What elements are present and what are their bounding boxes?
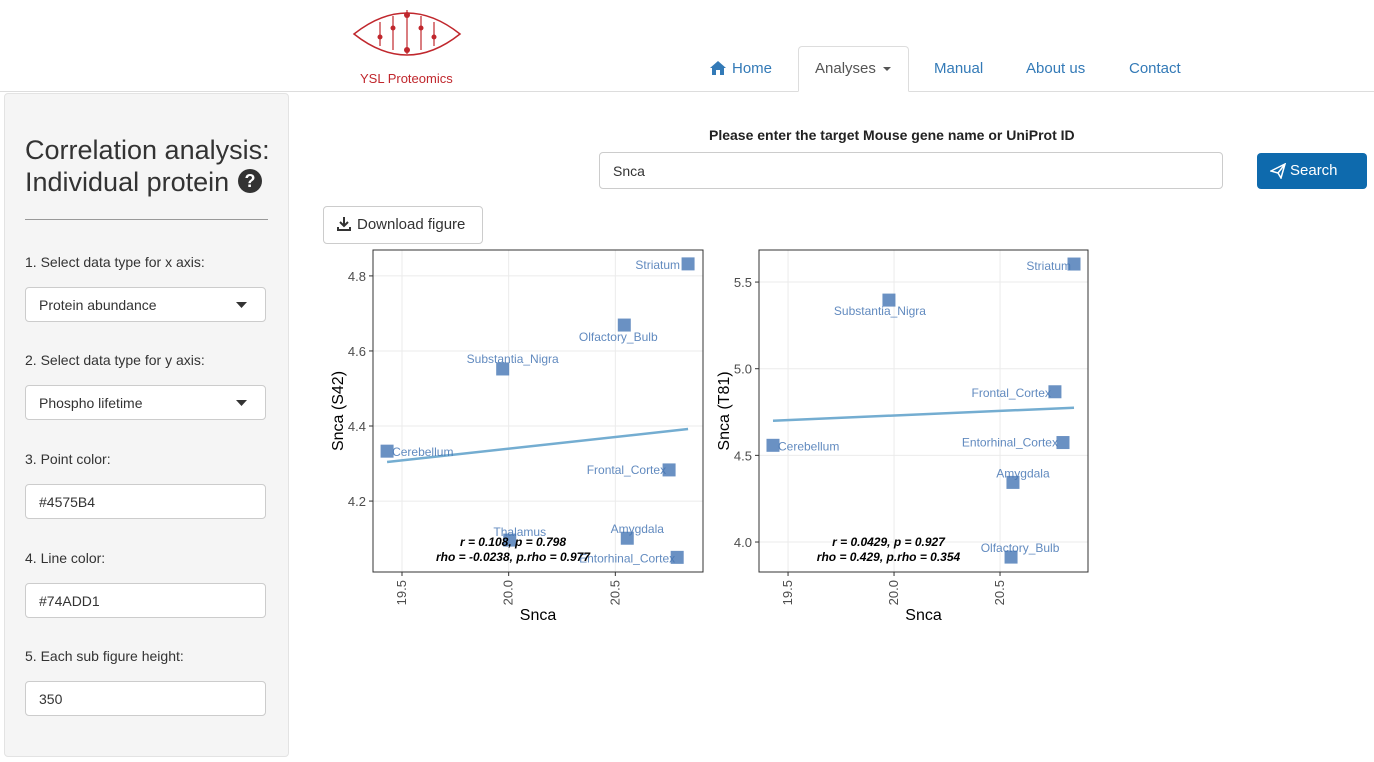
brand: YSL Proteomics bbox=[360, 71, 453, 86]
logo bbox=[352, 10, 462, 56]
y-axis-title: Snca (S42) bbox=[330, 371, 347, 451]
search-label: Please enter the target Mouse gene name … bbox=[709, 127, 1075, 143]
text-input[interactable]: 350 bbox=[25, 681, 266, 716]
panel-border bbox=[372, 249, 704, 573]
caret bbox=[236, 302, 247, 308]
point-label: Olfactory_Bulb bbox=[981, 541, 1060, 555]
point-label: Striatum bbox=[635, 258, 680, 272]
point bbox=[882, 293, 896, 307]
point bbox=[496, 362, 510, 376]
stat-annotation: rho = 0.429, p.rho = 0.354 bbox=[817, 550, 961, 564]
point-label: Substantia_Nigra bbox=[467, 352, 559, 366]
panel bbox=[759, 250, 1088, 572]
navbar: YSL Proteomics Home Analyses Manual Abou… bbox=[0, 0, 1374, 92]
y-tick-label: 4.8 bbox=[348, 269, 366, 284]
y-tick-label: 4.0 bbox=[734, 535, 752, 550]
point bbox=[1056, 436, 1070, 450]
nav-analyses[interactable]: Analyses bbox=[815, 60, 876, 77]
point bbox=[662, 463, 676, 477]
point-label: Thalamus bbox=[493, 525, 546, 539]
point-label: Cerebellum bbox=[392, 445, 453, 459]
point-label: Amygdala bbox=[996, 466, 1050, 480]
download-button[interactable]: Download figure bbox=[323, 206, 483, 244]
svg-text:?: ? bbox=[244, 171, 255, 191]
point-label: Amygdala bbox=[611, 522, 665, 536]
point bbox=[620, 531, 634, 545]
y-tick-label: 5.0 bbox=[734, 362, 752, 377]
nav-contact[interactable]: Contact bbox=[1129, 60, 1181, 77]
x-tick-label: 20.5 bbox=[607, 580, 622, 605]
title-line: Individual protein ? bbox=[25, 166, 270, 198]
nav-about[interactable]: About us bbox=[1026, 60, 1086, 77]
point bbox=[1067, 257, 1081, 271]
field-label: 1. Select data type for x axis: bbox=[25, 254, 205, 270]
y-tick-label: 4.5 bbox=[734, 448, 752, 463]
x-tick-label: 19.5 bbox=[780, 580, 795, 605]
help-icon[interactable]: ? bbox=[237, 168, 263, 194]
sidebar-title: Correlation analysis: Individual protein… bbox=[25, 134, 270, 198]
point bbox=[670, 550, 684, 564]
point-label: Entorhinal_Cortex bbox=[962, 436, 1058, 450]
field-label: 4. Line color: bbox=[25, 550, 106, 566]
active-tab bbox=[798, 46, 909, 92]
plots: 19.5 20.0 20.5 4.2 4.4 4.6 4.8 Striatum Olfactor… bbox=[330, 249, 1089, 624]
sidebar: Correlation analysis: Individual protein… bbox=[4, 93, 289, 757]
fit-line bbox=[772, 406, 1075, 422]
home-icon bbox=[710, 61, 726, 75]
point bbox=[1006, 475, 1020, 489]
download-icon bbox=[337, 217, 351, 231]
panel bbox=[373, 250, 703, 572]
select[interactable]: Protein abundance bbox=[25, 287, 266, 322]
send-icon bbox=[1270, 163, 1286, 179]
panel-border bbox=[758, 249, 1089, 573]
field-label: 3. Point color: bbox=[25, 451, 111, 467]
divider bbox=[25, 219, 268, 220]
point bbox=[1004, 550, 1018, 564]
title-line: Correlation analysis: bbox=[25, 135, 270, 165]
point-label: Cerebellum bbox=[778, 439, 839, 453]
caret bbox=[236, 400, 247, 406]
point-label: Olfactory_Bulb bbox=[579, 330, 658, 344]
y-axis-title: Snca (T81) bbox=[716, 371, 733, 450]
nav-manual[interactable]: Manual bbox=[934, 60, 984, 77]
point bbox=[681, 257, 695, 271]
title-text: Individual protein bbox=[25, 167, 230, 197]
field-label: 2. Select data type for y axis: bbox=[25, 352, 205, 368]
stat-annotation: r = 0.108, p = 0.798 bbox=[460, 535, 566, 549]
point bbox=[1048, 385, 1062, 399]
x-axis-title: Snca bbox=[905, 607, 942, 624]
point bbox=[617, 318, 631, 332]
search-button[interactable]: Search bbox=[1257, 153, 1367, 189]
stat-annotation: rho = -0.0238, p.rho = 0.977 bbox=[436, 550, 591, 564]
x-tick-label: 19.5 bbox=[394, 580, 409, 605]
search-input[interactable]: Snca bbox=[599, 152, 1223, 189]
fit-line bbox=[386, 427, 689, 464]
nav-home[interactable]: Home bbox=[732, 60, 773, 77]
y-tick-label: 4.4 bbox=[348, 419, 366, 434]
point-label: Frontal_Cortex bbox=[587, 463, 666, 477]
x-tick-label: 20.0 bbox=[886, 580, 901, 605]
point-label: Frontal_Cortex bbox=[972, 386, 1051, 400]
x-axis-title: Snca bbox=[520, 607, 557, 624]
text-input[interactable]: #4575B4 bbox=[25, 484, 266, 519]
y-tick-label: 5.5 bbox=[734, 275, 752, 290]
select[interactable]: Phospho lifetime bbox=[25, 385, 266, 420]
field-label: 5. Each sub figure height: bbox=[25, 648, 184, 664]
text-input[interactable]: #74ADD1 bbox=[25, 583, 266, 618]
y-tick-label: 4.6 bbox=[348, 344, 366, 359]
x-tick-label: 20.0 bbox=[501, 580, 516, 605]
point-label: Striatum bbox=[1026, 259, 1071, 273]
x-tick-label: 20.5 bbox=[992, 580, 1007, 605]
point-label: Entorhinal_Cortex bbox=[579, 551, 675, 565]
point bbox=[503, 533, 517, 547]
y-tick-label: 4.2 bbox=[348, 494, 366, 509]
caret bbox=[883, 67, 891, 71]
point bbox=[380, 444, 394, 458]
point-label: Substantia_Nigra bbox=[834, 304, 926, 318]
point bbox=[766, 438, 780, 452]
stat-annotation: r = 0.0429, p = 0.927 bbox=[832, 535, 946, 549]
